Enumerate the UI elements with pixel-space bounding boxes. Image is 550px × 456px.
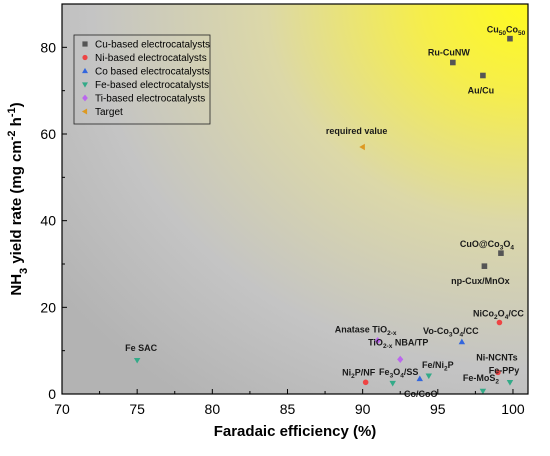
- legend-entry: Fe-based electrocatalysts: [95, 80, 209, 91]
- data-point: [362, 379, 369, 386]
- legend-entry: Ni-based electrocatalysts: [95, 53, 207, 64]
- y-tick-label: 0: [48, 386, 56, 402]
- x-tick-label: 100: [501, 401, 525, 417]
- data-point: [496, 319, 503, 326]
- point-label: Fe-PPy: [489, 365, 520, 375]
- legend-entry: Ti-based electrocatalysts: [95, 94, 205, 105]
- legend-entry: Co based electrocatalysts: [95, 67, 210, 78]
- legend-marker: [82, 94, 88, 102]
- x-tick-label: 70: [54, 401, 70, 417]
- data-point: [495, 369, 501, 376]
- point-label: Fe/Ni2P: [422, 360, 454, 373]
- point-label: Fe SAC: [125, 343, 158, 353]
- data-point: [498, 250, 504, 256]
- y-tick-label: 20: [40, 299, 56, 315]
- point-label: Ni2P/NF: [342, 367, 376, 380]
- data-point: [389, 380, 396, 387]
- point-label: Vo-Co3O4/CC: [423, 326, 479, 339]
- data-point: [374, 337, 381, 345]
- point-label: Au/Cu: [468, 86, 495, 96]
- point-label: required value: [326, 126, 388, 136]
- data-point: [359, 143, 365, 151]
- legend: Cu-based electrocatalysts Ni-based electr…: [73, 34, 211, 125]
- point-label: CuO@Co3O4: [460, 239, 514, 252]
- data-point: [425, 373, 433, 380]
- data-point: [458, 338, 466, 345]
- legend-marker: [82, 54, 88, 61]
- point-label: Cu50Co50: [487, 25, 526, 38]
- x-tick-label: 95: [430, 401, 446, 417]
- point-label: NiCo2O4/CC: [473, 309, 524, 322]
- point-label: Ni-NCNTs: [476, 352, 517, 362]
- legend-entry: Target: [95, 107, 123, 118]
- plot-frame: [61, 3, 529, 395]
- y-axis-title: NH3 yield rate (mg cm-2 h-1): [6, 102, 30, 295]
- y-tick-label: 60: [40, 126, 56, 142]
- data-point: [481, 263, 488, 269]
- legend-box: [73, 34, 211, 125]
- x-tick-label: 75: [129, 401, 145, 417]
- legend-marker: [81, 108, 88, 115]
- x-axis-title: Faradaic efficiency (%): [214, 423, 377, 440]
- x-tick-label: 90: [355, 401, 371, 417]
- data-point: [480, 72, 486, 79]
- legend-marker: [82, 82, 88, 88]
- data-point: [506, 380, 514, 386]
- y-tick-label: 40: [40, 213, 56, 229]
- data-point: [479, 388, 487, 395]
- point-label: Fe-MoS2: [463, 373, 499, 386]
- data-point: [397, 355, 404, 363]
- legend-entry: Cu-based electrocatalysts: [95, 40, 210, 51]
- x-tick-label: 85: [280, 401, 296, 417]
- data-point: [133, 357, 141, 364]
- y-tick-label: 80: [40, 39, 56, 55]
- data-point: [507, 35, 513, 42]
- data-point: [416, 375, 423, 382]
- point-label: Ru-CuNW: [428, 48, 470, 58]
- point-label: Anatase TiO2-x: [335, 325, 397, 338]
- point-label: Fe3O4/SS: [379, 367, 418, 380]
- x-tick-label: 80: [205, 401, 221, 417]
- plot-background: [62, 4, 528, 394]
- point-label: np-Cux/MnOx: [451, 276, 510, 286]
- legend-marker: [82, 67, 88, 74]
- data-point: [450, 59, 456, 66]
- point-label: TiO2-x NBA/TP: [368, 337, 428, 350]
- legend-marker: [82, 41, 88, 47]
